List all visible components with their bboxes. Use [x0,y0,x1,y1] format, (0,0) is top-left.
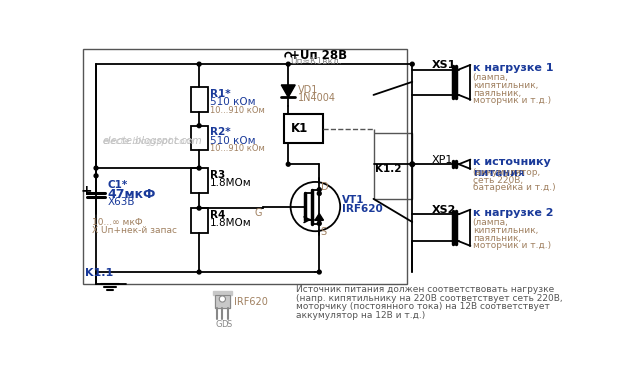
Text: electe.blogspot.com: electe.blogspot.com [102,136,202,146]
Text: (напр. кипятильнику на 220В соответствует сеть 220В,: (напр. кипятильнику на 220В соответствуе… [296,294,562,303]
Circle shape [94,174,98,178]
Text: (аккумулятор,: (аккумулятор, [473,168,541,177]
Text: Uп≈К1вкл.: Uп≈К1вкл. [290,57,341,66]
Text: моторчик и т.д.): моторчик и т.д.) [473,96,551,105]
Circle shape [291,182,340,231]
Text: +: + [80,184,92,198]
Circle shape [286,62,290,66]
Circle shape [197,270,201,274]
Text: IRF620: IRF620 [234,297,268,307]
Text: 510 кОм: 510 кОм [210,97,255,107]
Text: G: G [255,208,262,218]
Text: паяльник,: паяльник, [473,233,521,242]
Circle shape [317,191,321,196]
Text: 1N4004: 1N4004 [298,93,336,102]
Text: кипятильник,: кипятильник, [473,81,538,90]
Text: 10...910 кОм: 10...910 кОм [210,144,265,153]
Circle shape [317,218,321,222]
Text: 1.8МОм: 1.8МОм [210,218,252,228]
Circle shape [197,62,201,66]
Text: VD1: VD1 [298,85,318,95]
Text: S: S [321,227,327,237]
Text: R1*: R1* [210,89,231,99]
Text: C1*: C1* [107,180,128,190]
Bar [284,114,323,144]
Text: S: S [226,320,231,329]
Text: к нагрузке 1: к нагрузке 1 [473,63,553,73]
Text: Х63В: Х63В [107,197,135,207]
Bar [191,168,208,193]
Bar [191,87,208,112]
Text: XP1: XP1 [432,155,453,165]
Text: к нагрузке 2: к нагрузке 2 [473,208,553,218]
Text: R3: R3 [210,170,225,180]
Text: XS2: XS2 [432,205,456,215]
Polygon shape [215,295,230,308]
Circle shape [410,162,415,166]
Polygon shape [281,85,295,97]
Text: 10...910 кОм: 10...910 кОм [210,106,265,115]
Circle shape [317,188,321,191]
Text: XS1: XS1 [432,60,456,70]
Circle shape [197,124,201,128]
Text: VT1: VT1 [342,195,364,205]
Text: 1.8МОм: 1.8МОм [210,178,252,188]
Text: (лампа,: (лампа, [473,218,509,227]
Polygon shape [213,291,232,295]
Text: K1.1: K1.1 [85,268,114,278]
Text: G: G [216,320,222,329]
Text: 10...∞ мкФ: 10...∞ мкФ [92,218,143,227]
Bar [191,126,208,150]
Text: D: D [321,182,329,192]
Text: сеть 220В,: сеть 220В, [473,176,523,185]
Text: D: D [221,320,228,329]
Text: (лампа,: (лампа, [473,73,509,82]
Circle shape [286,56,291,61]
Bar [191,208,208,233]
Bar [374,134,412,199]
Text: моторчику (постоянного тока) на 12В соответствует: моторчику (постоянного тока) на 12В соот… [296,302,550,311]
Circle shape [94,166,98,170]
Text: к источнику
питания: к источнику питания [473,157,550,178]
Circle shape [317,270,321,274]
Text: K1.2: K1.2 [375,164,401,174]
Circle shape [317,221,321,226]
Bar [215,295,230,308]
Text: 47мкФ: 47мкФ [107,188,156,201]
Circle shape [410,62,414,66]
Text: кипятильник,: кипятильник, [473,226,538,235]
Circle shape [285,53,291,59]
Circle shape [197,166,201,170]
Text: IRF620: IRF620 [342,204,382,214]
Text: батарейка и т.д.): батарейка и т.д.) [473,184,556,193]
Text: +Uп 28В: +Uп 28В [290,49,347,62]
Text: Источник питания должен соответствовать нагрузке: Источник питания должен соответствовать … [296,285,554,294]
Text: 510 кОм: 510 кОм [210,136,255,146]
Circle shape [197,206,201,210]
Text: аккумулятор на 12В и т.д.): аккумулятор на 12В и т.д.) [296,310,425,319]
Polygon shape [315,214,323,220]
Circle shape [286,162,290,166]
Text: electe.blogspot.com: electe.blogspot.com [102,137,194,146]
Circle shape [219,296,226,302]
Text: паяльник,: паяльник, [473,89,521,98]
Text: моторчик и т.д.): моторчик и т.д.) [473,241,551,250]
Text: R4: R4 [210,210,226,220]
Bar [83,49,407,283]
Text: K1: K1 [291,122,308,135]
Text: R2*: R2* [210,127,231,137]
Text: Х Uп+нек-й запас: Х Uп+нек-й запас [92,226,177,235]
